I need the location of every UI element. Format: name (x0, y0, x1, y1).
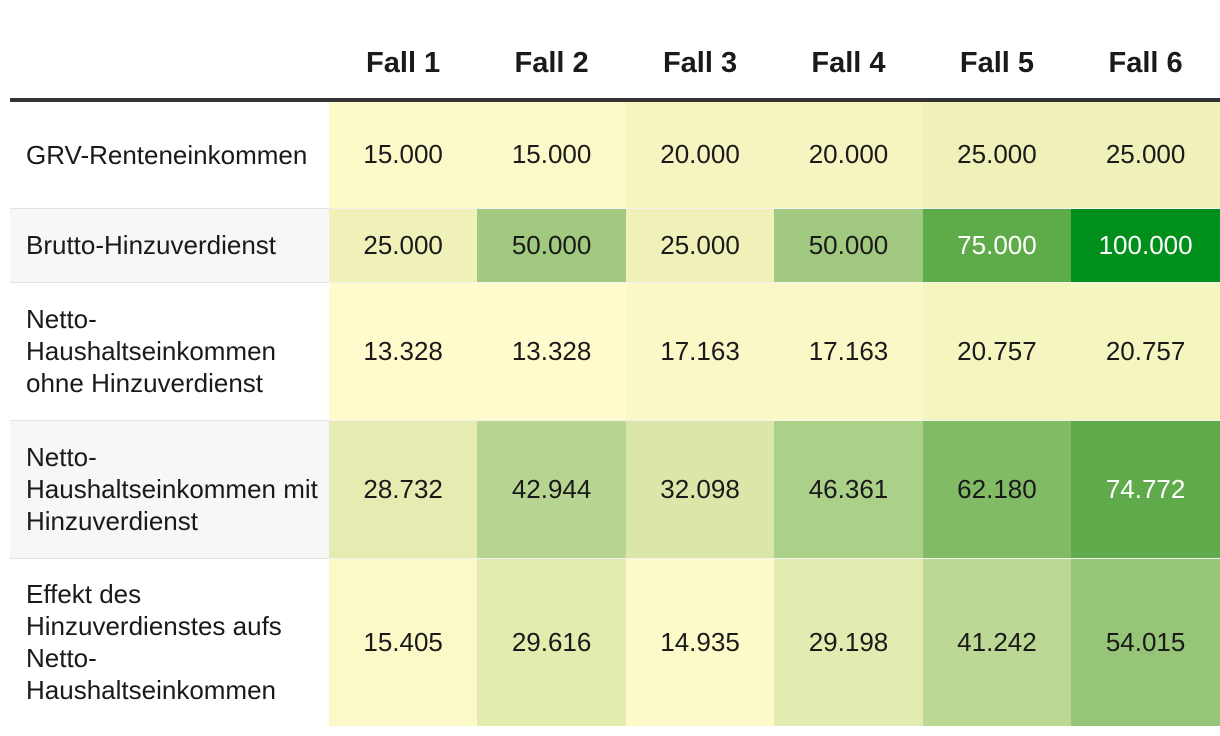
table-row: Netto-Haushaltseinkommen mit Hinzuverdie… (10, 420, 1220, 559)
heatmap-cell: 50.000 (774, 208, 923, 283)
heatmap-cell: 62.180 (922, 420, 1072, 559)
heatmap-cell: 15.405 (328, 558, 478, 726)
row-label: Netto-Haushaltseinkommen ohne Hinzuverdi… (10, 282, 329, 421)
row-label: Netto-Haushaltseinkommen mit Hinzuverdie… (10, 420, 329, 559)
heatmap-cell: 100.000 (1071, 208, 1220, 283)
heatmap-cell: 25.000 (922, 100, 1072, 209)
heatmap-cell: 17.163 (625, 282, 775, 421)
table-row: Effekt des Hinzuverdienstes aufs Netto-H… (10, 558, 1220, 726)
heatmap-cell: 46.361 (774, 420, 923, 559)
heatmap-cell: 75.000 (922, 208, 1072, 283)
heatmap-cell: 13.328 (477, 282, 626, 421)
row-label: Brutto-Hinzuverdienst (10, 208, 329, 283)
heatmap-cell: 28.732 (328, 420, 478, 559)
heatmap-cell: 15.000 (328, 100, 478, 209)
column-header-fall-3: Fall 3 (625, 28, 775, 102)
row-label: Effekt des Hinzuverdienstes aufs Netto-H… (10, 558, 329, 726)
heatmap-cell: 41.242 (922, 558, 1072, 726)
heatmap-cell: 42.944 (477, 420, 626, 559)
table-row: Brutto-Hinzuverdienst 25.000 50.000 25.000 5… (10, 208, 1220, 283)
heatmap-cell: 74.772 (1071, 420, 1220, 559)
heatmap-cell: 13.328 (328, 282, 478, 421)
heatmap-cell: 20.757 (922, 282, 1072, 421)
column-header-fall-6: Fall 6 (1071, 28, 1220, 102)
heatmap-cell: 25.000 (328, 208, 478, 283)
heatmap-cell: 25.000 (625, 208, 775, 283)
column-header-fall-1: Fall 1 (328, 28, 478, 102)
table-row: Netto-Haushaltseinkommen ohne Hinzuverdi… (10, 282, 1220, 421)
heatmap-cell: 50.000 (477, 208, 626, 283)
heatmap-cell: 32.098 (625, 420, 775, 559)
column-header-fall-5: Fall 5 (922, 28, 1072, 102)
heatmap-cell: 20.000 (625, 100, 775, 209)
heatmap-cell: 15.000 (477, 100, 626, 209)
corner-cell (10, 28, 329, 102)
heatmap-cell: 29.198 (774, 558, 923, 726)
column-header-fall-4: Fall 4 (774, 28, 923, 102)
heatmap-cell: 20.757 (1071, 282, 1220, 421)
heatmap-table: Fall 1 Fall 2 Fall 3 Fall 4 Fall 5 Fall … (10, 28, 1220, 726)
heatmap-cell: 54.015 (1071, 558, 1220, 726)
heatmap-cell: 29.616 (477, 558, 626, 726)
heatmap-cell: 17.163 (774, 282, 923, 421)
table-body: GRV-Renteneinkommen 15.000 15.000 20.000 20.… (10, 100, 1220, 726)
header-row: Fall 1 Fall 2 Fall 3 Fall 4 Fall 5 Fall … (10, 28, 1220, 102)
heatmap-cell: 25.000 (1071, 100, 1220, 209)
heatmap-cell: 14.935 (625, 558, 775, 726)
row-label: GRV-Renteneinkommen (10, 100, 329, 209)
table-row: GRV-Renteneinkommen 15.000 15.000 20.000 20.… (10, 100, 1220, 209)
column-header-fall-2: Fall 2 (477, 28, 626, 102)
heatmap-cell: 20.000 (774, 100, 923, 209)
